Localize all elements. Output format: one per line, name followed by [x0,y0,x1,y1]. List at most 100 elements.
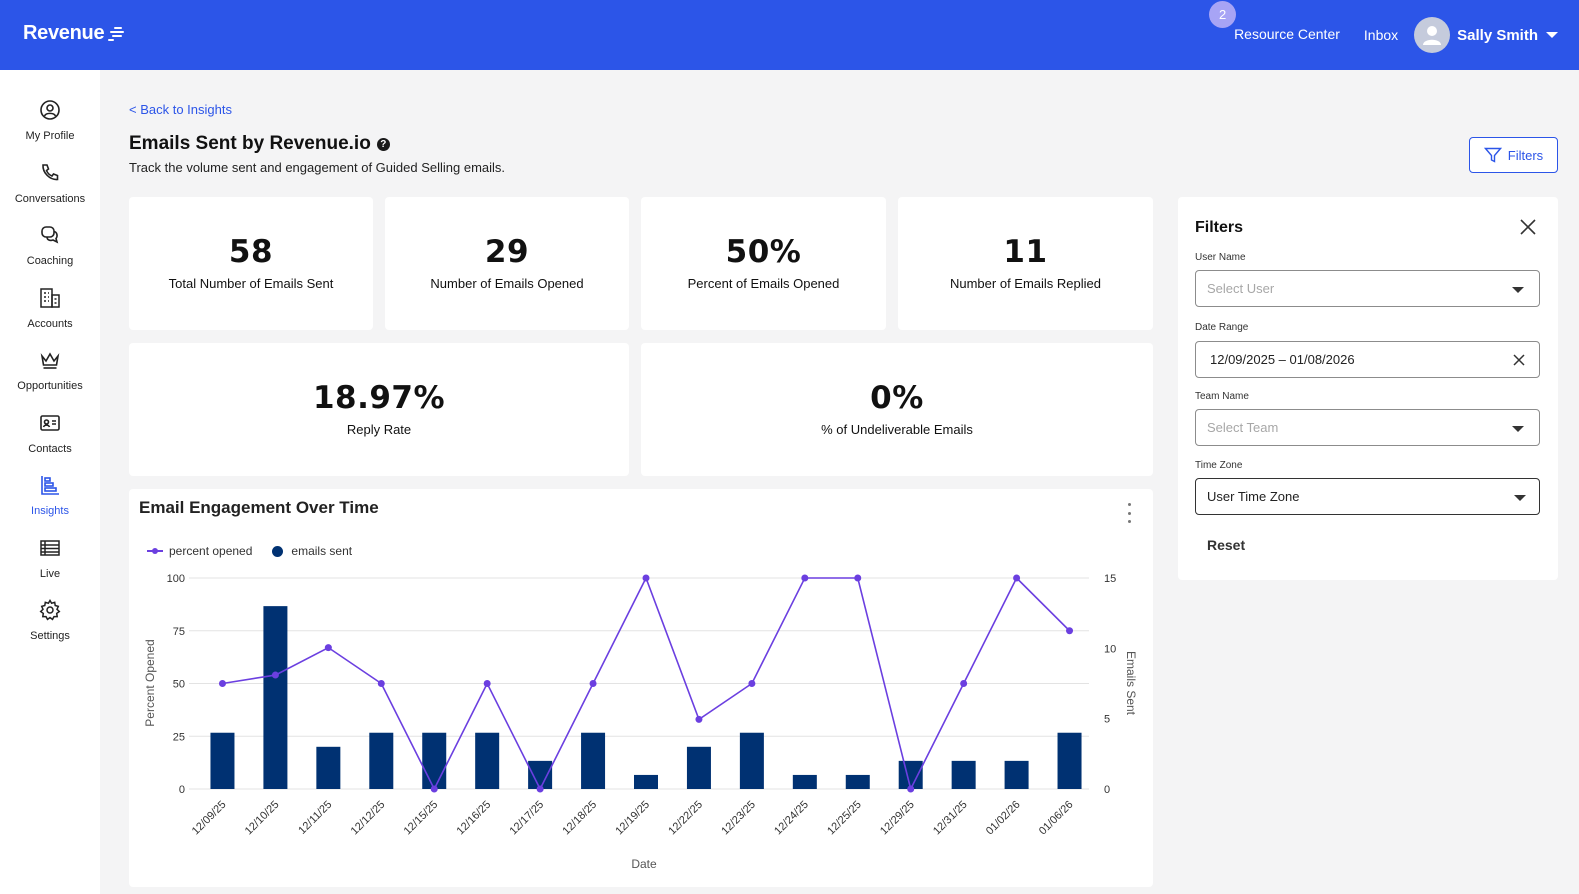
kpi-card-opened: 29 Number of Emails Opened [385,197,629,330]
y2-tick-label: 5 [1104,714,1110,726]
user-select[interactable]: Select User [1195,270,1540,307]
sidebar-item-label: Contacts [28,443,72,455]
bar-emails-sent [263,606,288,789]
bar-emails-sent [475,732,500,789]
x-tick-label: 12/24/25 [772,799,811,838]
bar-emails-sent [686,746,711,789]
date-range-label: Date Range [1195,322,1249,333]
bar-emails-sent [898,760,923,789]
chevron-down-icon[interactable] [1546,32,1558,38]
sidebar-item-settings[interactable]: Settings [0,598,100,658]
filters-panel: Filters User Name Select User Date Range… [1178,197,1558,580]
sidebar-item-label: Live [39,568,61,580]
time-zone-select[interactable]: User Time Zone [1195,478,1540,515]
more-options-icon[interactable] [1126,503,1132,523]
insights-icon [41,476,59,495]
bar-emails-sent [369,732,394,789]
bar-emails-sent [581,732,606,789]
point-percent-opened [907,785,915,793]
x-tick-label: 12/15/25 [402,799,441,838]
point-percent-opened [1066,627,1074,635]
live-list-icon [40,540,60,556]
point-percent-opened [748,680,756,687]
sidebar-item-label: Settings [30,630,70,642]
sidebar-item-insights[interactable]: Insights [0,473,100,533]
bar-emails-sent [210,732,235,789]
resource-center[interactable]: 2 Resource Center [1209,1,1340,44]
kpi-value: 18.97% [312,379,446,416]
kpi-caption: Number of Emails Opened [430,275,584,291]
filters-panel-title: Filters [1195,219,1244,236]
team-select[interactable]: Select Team [1195,409,1540,446]
legend-label: percent opened [169,544,253,558]
x-tick-label: 12/19/25 [613,799,652,838]
point-percent-opened [1013,574,1021,582]
sidebar-item-live[interactable]: Live [0,536,100,596]
sidebar-item-coaching[interactable]: Coaching [0,223,100,283]
kpi-caption: Total Number of Emails Sent [168,275,334,291]
x-tick-label: 01/02/26 [984,799,1023,838]
kpi-value: 11 [1003,233,1048,270]
kpi-caption: Percent of Emails Opened [687,275,840,291]
email-engagement-chart: 0 25 50 75 100 0 5 10 15 12/09/25 12/10/25 12/11/25… [143,573,1138,871]
sidebar-item-opportunities[interactable]: Opportunities [0,348,100,408]
reset-button[interactable]: Reset [1207,537,1246,553]
clear-icon[interactable] [1511,352,1527,368]
x-tick-label: 12/18/25 [560,799,599,838]
x-tick-label: 12/31/25 [931,799,970,838]
phone-icon [42,164,59,181]
bar-emails-sent [951,760,976,789]
point-percent-opened [271,671,279,679]
legend-item-emails-sent[interactable]: emails sent [272,544,352,558]
resource-center-link[interactable]: Resource Center [1234,26,1340,42]
sidebar-item-conversations[interactable]: Conversations [0,161,100,221]
sidebar-item-my-profile[interactable]: My Profile [0,98,100,158]
avatar[interactable] [1414,17,1451,53]
kpi-value: 50% [725,233,802,270]
chevron-down-icon [1514,495,1526,501]
point-percent-opened [695,715,703,723]
crown-icon [40,352,60,369]
close-icon[interactable] [1518,217,1538,237]
inbox-link[interactable]: Inbox [1363,27,1399,43]
bar-emails-sent [792,774,817,789]
bar-emails-sent [422,732,447,789]
legend-dot-marker [272,545,284,557]
page-title-text: Emails Sent by Revenue.io [129,133,371,154]
y2-tick-label: 10 [1104,643,1116,655]
filters-button[interactable]: Filters [1469,137,1558,173]
x-tick-label: 01/06/26 [1037,799,1076,838]
y2-tick-label: 15 [1104,573,1116,585]
kpi-card-reply-rate: 18.97% Reply Rate [129,343,629,476]
legend-item-percent-opened[interactable]: percent opened [147,544,252,558]
user-name[interactable]: Sally Smith [1457,26,1538,44]
time-zone-value: User Time Zone [1207,489,1300,504]
profile-icon [40,100,60,120]
y-axis-label: Percent Opened [143,639,157,726]
chart-title: Email Engagement Over Time [139,498,379,517]
kpi-card-percent-opened: 50% Percent of Emails Opened [641,197,886,330]
x-tick-label: 12/11/25 [296,799,334,837]
chat-icon [41,226,59,244]
x-tick-label: 12/23/25 [719,799,758,838]
app-logo[interactable]: Revenue [23,22,125,45]
kpi-card-total-sent: 58 Total Number of Emails Sent [129,197,373,330]
x-axis-label: Date [631,857,657,871]
back-to-insights-link[interactable]: < Back to Insights [129,102,232,117]
bar-emails-sent [739,732,764,789]
user-avatar-icon [1423,26,1442,45]
y-tick-label: 0 [179,784,185,796]
sidebar-item-accounts[interactable]: Accounts [0,286,100,346]
logo-mark-icon [108,26,125,42]
y-tick-label: 50 [173,679,185,691]
sidebar-item-contacts[interactable]: Contacts [0,411,100,471]
kpi-card-undeliverable: 0% % of Undeliverable Emails [641,343,1153,476]
chevron-down-icon [1512,287,1524,293]
sidebar-item-label: My Profile [25,130,75,142]
date-range-field[interactable]: 12/09/2025 – 01/08/2026 [1195,341,1540,378]
help-icon[interactable]: ? [376,137,390,151]
top-bar: Revenue 2 Resource Center Inbox Sally Sm… [0,0,1579,70]
kpi-value: 0% [870,379,924,416]
sidebar-item-label: Opportunities [17,380,83,392]
point-percent-opened [589,680,597,687]
